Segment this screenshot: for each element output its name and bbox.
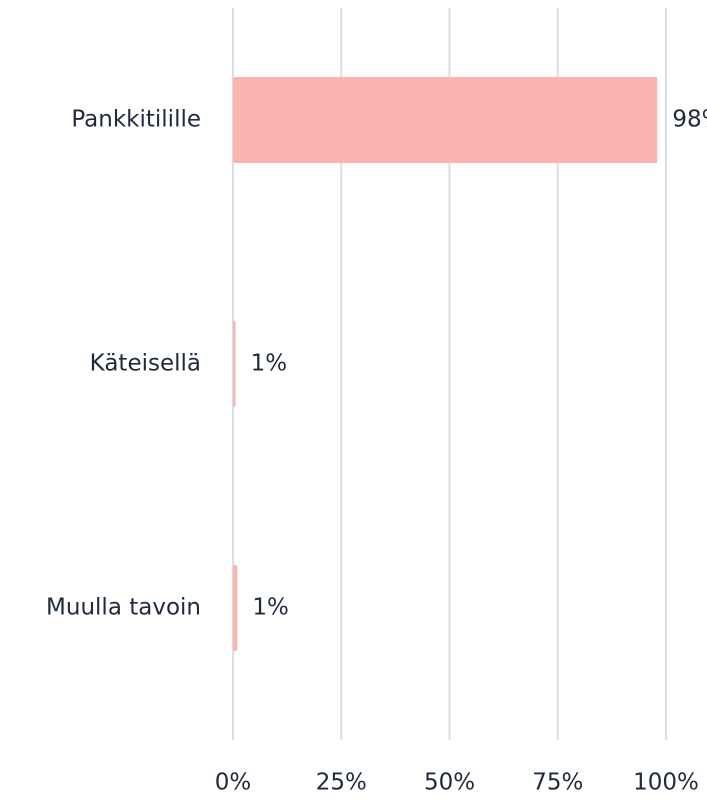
x-tick-label: 75% (532, 770, 583, 796)
y-tick-label: Muulla tavoin (46, 595, 201, 621)
value-label: 98% (672, 107, 707, 133)
bar (233, 77, 658, 163)
value-label: 1% (251, 351, 288, 377)
bar (233, 321, 236, 407)
x-tick-label: 0% (215, 770, 252, 796)
x-tick-label: 50% (424, 770, 475, 796)
x-tick-label: 25% (316, 770, 367, 796)
value-label: 1% (252, 595, 289, 621)
x-tick-label: 100% (633, 770, 699, 796)
y-tick-label: Pankkitilille (71, 107, 201, 133)
bar (233, 565, 238, 651)
y-tick-label: Käteisellä (90, 351, 201, 377)
